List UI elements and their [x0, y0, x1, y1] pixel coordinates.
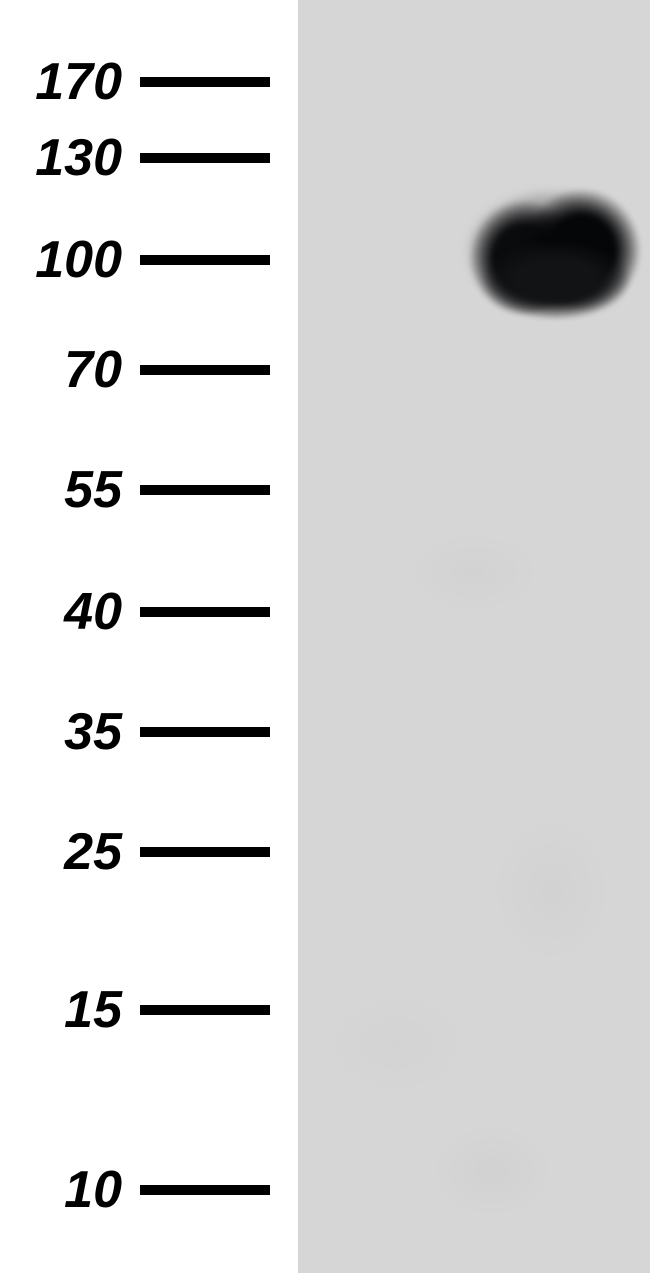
mw-marker-100: 100 — [0, 234, 298, 286]
mw-marker-label: 70 — [0, 340, 140, 400]
mw-marker-15: 15 — [0, 984, 298, 1036]
blot-membrane — [298, 0, 650, 1273]
molecular-weight-ladder: 170 130 100 70 55 40 35 25 15 10 — [0, 0, 298, 1273]
mw-marker-label: 10 — [0, 1160, 140, 1220]
mw-marker-tick — [140, 1185, 270, 1195]
mw-marker-10: 10 — [0, 1164, 298, 1216]
mw-marker-label: 55 — [0, 460, 140, 520]
mw-marker-170: 170 — [0, 56, 298, 108]
mw-marker-label: 35 — [0, 702, 140, 762]
mw-marker-tick — [140, 365, 270, 375]
mw-marker-label: 130 — [0, 128, 140, 188]
mw-marker-130: 130 — [0, 132, 298, 184]
mw-marker-tick — [140, 255, 270, 265]
mw-marker-tick — [140, 485, 270, 495]
mw-marker-70: 70 — [0, 344, 298, 396]
mw-marker-label: 25 — [0, 822, 140, 882]
mw-marker-label: 40 — [0, 582, 140, 642]
mw-marker-55: 55 — [0, 464, 298, 516]
mw-marker-35: 35 — [0, 706, 298, 758]
mw-marker-tick — [140, 77, 270, 87]
mw-marker-25: 25 — [0, 826, 298, 878]
mw-marker-tick — [140, 1005, 270, 1015]
mw-marker-tick — [140, 153, 270, 163]
mw-marker-label: 170 — [0, 52, 140, 112]
mw-marker-tick — [140, 727, 270, 737]
protein-band-core — [481, 240, 631, 320]
mw-marker-tick — [140, 847, 270, 857]
mw-marker-tick — [140, 607, 270, 617]
mw-marker-40: 40 — [0, 586, 298, 638]
mw-marker-label: 15 — [0, 980, 140, 1040]
mw-marker-label: 100 — [0, 230, 140, 290]
